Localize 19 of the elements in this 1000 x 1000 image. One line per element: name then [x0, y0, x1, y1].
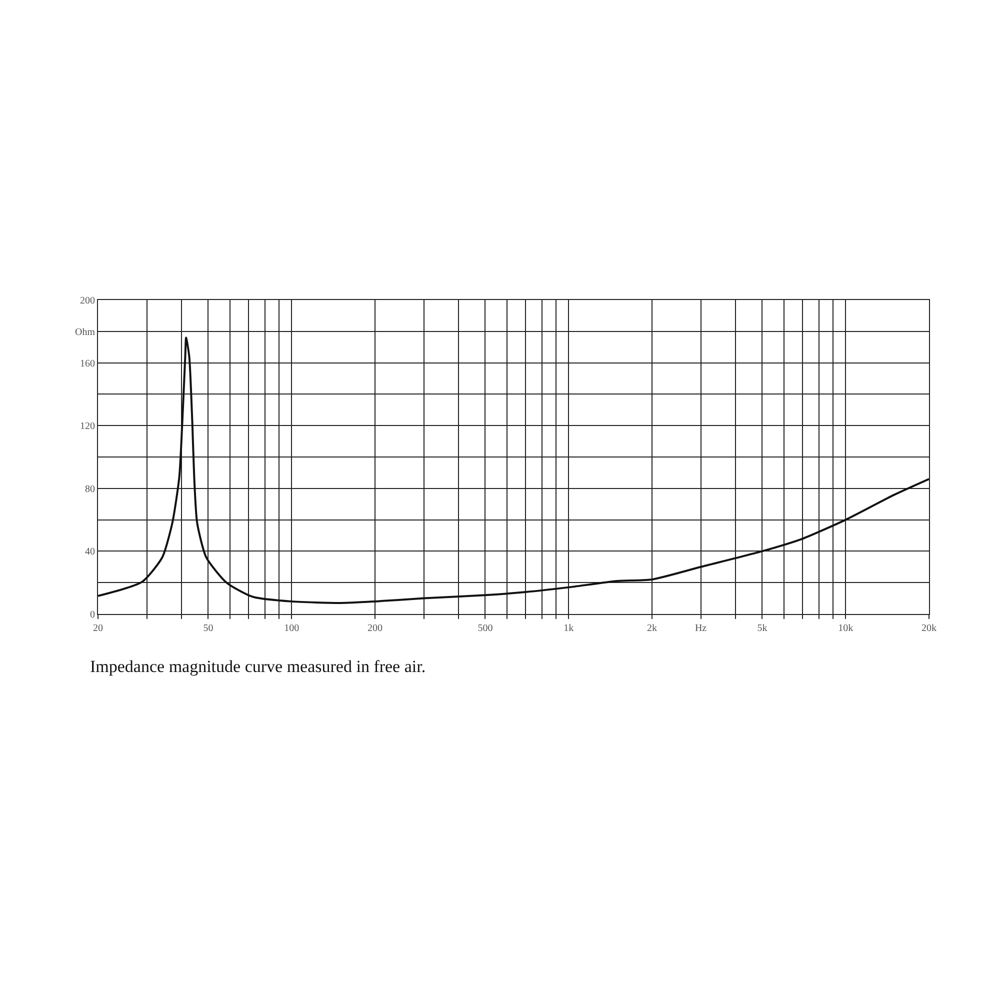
x-tick-label: 1k	[564, 623, 574, 634]
x-tick-label: 10k	[838, 623, 854, 634]
x-tick-label: 20	[93, 623, 103, 634]
x-tick-label: 50	[203, 623, 214, 634]
x-tick-label: 200	[368, 623, 382, 634]
x-tick-label: 100	[284, 623, 300, 634]
y-tick-label: 120	[80, 421, 95, 432]
x-tick-label: 500	[478, 623, 493, 634]
y-tick-label: Ohm	[75, 326, 96, 338]
y-tick-label: 200	[80, 296, 95, 306]
y-tick-label: 160	[80, 358, 95, 370]
x-tick-label: 2k	[647, 623, 657, 634]
y-tick-label: 40	[85, 546, 95, 558]
text: Impedance magnitude curve measured in free air.	[90, 657, 426, 676]
x-tick-label: 20k	[922, 623, 936, 634]
y-tick-label: 0	[90, 610, 95, 620]
y-tick-label: 80	[85, 484, 95, 495]
x-tick-label: Hz	[694, 623, 708, 634]
x-tick-label: 5k	[757, 623, 768, 634]
